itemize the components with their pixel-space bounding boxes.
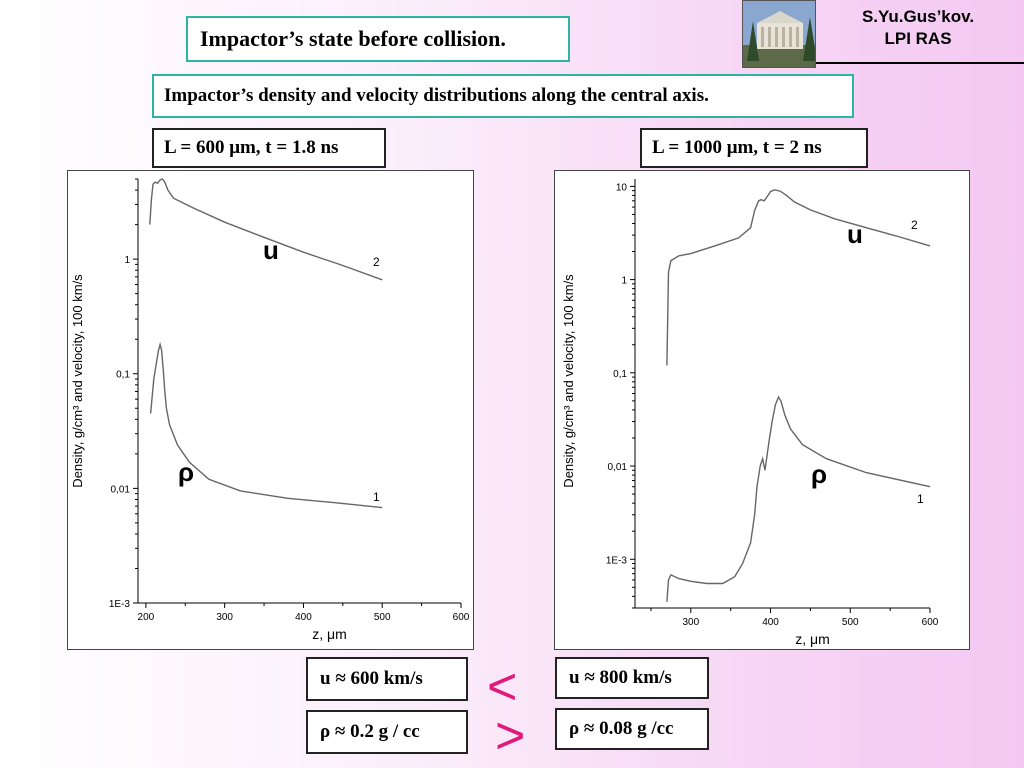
y-tick-label: 0,1 — [613, 369, 627, 380]
y-tick-label: 0,01 — [111, 484, 131, 495]
y-axis-label: Density, g/cm³ and velocity, 100 km/s — [70, 274, 85, 488]
chart-right: 300 400 500 600 1E-3 0,01 0,1 1 10 z, μm Density, … — [554, 170, 970, 650]
series-symbol-label: ρ — [811, 459, 827, 489]
author-institute: LPI RAS — [884, 29, 952, 48]
author-name: S.Yu.Gus’kov. — [861, 7, 975, 26]
series-symbol-label: ρ — [178, 457, 194, 487]
series-line-2 — [149, 178, 383, 281]
y-tick-label: 1 — [621, 276, 627, 287]
x-axis-label: z, μm — [312, 626, 347, 642]
slide-subtitle: Impactor’s density and velocity distribu… — [152, 74, 854, 118]
density-value-left: ρ ≈ 0.2 g / cc — [306, 710, 468, 754]
x-axis-label: z, μm — [795, 631, 830, 647]
series-number-label: 2 — [373, 255, 380, 269]
y-tick-label: 10 — [616, 182, 628, 193]
chart-left: 200 300 400 500 600 1E-3 0,01 0,1 1 z, μm Density,… — [67, 170, 474, 650]
param-label-left: L = 600 μm, t = 1.8 ns — [152, 128, 386, 168]
x-tick-label: 600 — [453, 612, 470, 623]
series-symbol-label: u — [263, 235, 279, 265]
series-number-label: 2 — [911, 218, 918, 232]
y-tick-label: 1E-3 — [109, 599, 131, 610]
y-tick-label: 1E-3 — [606, 555, 628, 566]
velocity-value-left: u ≈ 600 km/s — [306, 657, 468, 701]
x-tick-label: 400 — [762, 617, 779, 628]
x-tick-label: 300 — [216, 612, 233, 623]
density-value-right: ρ ≈ 0.08 g /cc — [555, 708, 709, 750]
series-number-label: 1 — [373, 490, 380, 504]
x-tick-label: 500 — [374, 612, 391, 623]
x-tick-label: 600 — [922, 617, 939, 628]
param-label-right: L = 1000 μm, t = 2 ns — [640, 128, 868, 168]
slide-title: Impactor’s state before collision. — [186, 16, 570, 62]
x-tick-label: 200 — [138, 612, 155, 623]
y-tick-label: 0,01 — [608, 462, 628, 473]
comparison-less-than: < — [487, 658, 518, 716]
building-photo-icon — [742, 0, 816, 68]
series-number-label: 1 — [917, 492, 924, 506]
velocity-value-right: u ≈ 800 km/s — [555, 657, 709, 699]
chart-left-svg: 200 300 400 500 600 1E-3 0,01 0,1 1 z, μm Density,… — [70, 178, 470, 642]
comparison-greater-than: > — [495, 707, 526, 765]
series-line-1 — [666, 395, 931, 602]
x-tick-label: 500 — [842, 617, 859, 628]
x-tick-label: 400 — [295, 612, 312, 623]
author-credit: S.Yu.Gus’kov. LPI RAS — [818, 6, 1018, 50]
series-line-2 — [666, 189, 931, 366]
x-tick-label: 300 — [682, 617, 699, 628]
author-divider — [816, 62, 1024, 64]
series-symbol-label: u — [847, 219, 863, 249]
y-axis-label: Density, g/cm³ and velocity, 100 km/s — [561, 274, 576, 488]
y-tick-label: 0,1 — [116, 370, 130, 381]
y-tick-label: 1 — [124, 255, 130, 266]
chart-right-svg: 300 400 500 600 1E-3 0,01 0,1 1 10 z, μm Density, … — [561, 179, 939, 647]
series-line-1 — [149, 341, 383, 509]
